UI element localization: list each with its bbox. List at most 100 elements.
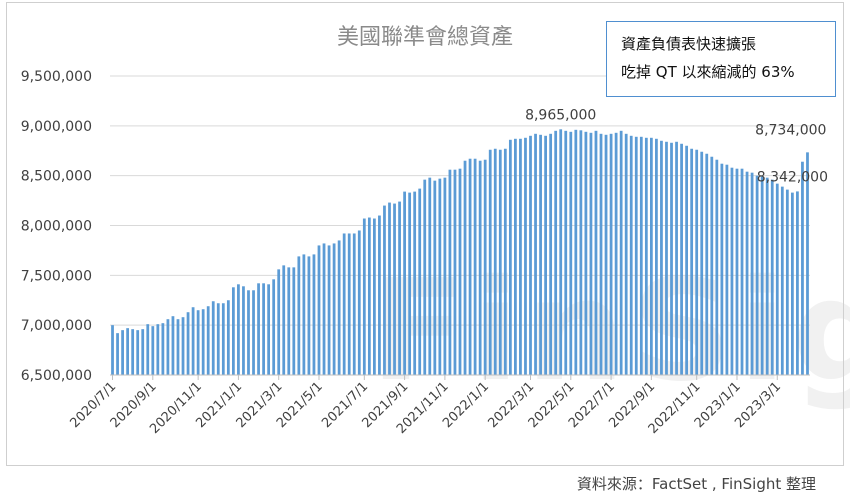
bar — [634, 136, 638, 375]
bar — [247, 290, 250, 375]
bar — [790, 192, 794, 375]
bar — [111, 325, 114, 375]
bar — [514, 138, 517, 375]
bar — [483, 159, 487, 375]
bar — [453, 169, 457, 375]
bar — [257, 283, 260, 375]
bar — [549, 133, 553, 375]
bar — [428, 177, 432, 375]
bar — [675, 141, 678, 375]
bar — [181, 317, 185, 375]
bar — [292, 267, 296, 375]
bar — [373, 218, 376, 375]
bar — [806, 152, 809, 375]
bar — [468, 158, 472, 375]
bar — [539, 134, 542, 375]
y-tick-label: 8,000,000 — [21, 219, 92, 235]
bar — [559, 129, 563, 375]
bar — [458, 168, 462, 375]
bar — [644, 137, 648, 375]
bar — [166, 319, 170, 375]
bar — [750, 172, 754, 375]
y-tick-label: 8,500,000 — [21, 169, 92, 185]
bar — [196, 310, 200, 375]
bar — [443, 177, 447, 375]
bar — [755, 175, 759, 375]
annotation-line-1: 資產負債表快速擴張 — [621, 35, 757, 53]
bar — [403, 191, 406, 375]
bar — [579, 130, 583, 375]
bar — [206, 306, 210, 375]
bar — [493, 148, 497, 375]
bar — [463, 160, 467, 375]
source-note: 資料來源：FactSet , FinSight 整理 — [576, 475, 816, 493]
bar — [796, 191, 799, 375]
bar — [141, 329, 145, 375]
bar — [367, 217, 371, 375]
bar — [488, 149, 492, 375]
bar — [186, 312, 190, 375]
bar — [357, 230, 361, 375]
bar — [780, 186, 784, 375]
bar — [715, 159, 719, 375]
bar — [614, 132, 618, 375]
bar — [398, 201, 401, 375]
bar — [362, 218, 366, 375]
bar — [262, 283, 265, 375]
bar — [342, 233, 346, 375]
y-tick-label: 9,500,000 — [21, 69, 92, 85]
bar — [352, 233, 356, 375]
bar — [670, 142, 673, 375]
bar — [584, 131, 588, 375]
bar — [690, 148, 694, 375]
bar — [544, 135, 547, 375]
bar — [116, 333, 119, 375]
bar — [226, 300, 230, 375]
bar — [785, 189, 789, 375]
bar — [655, 138, 658, 375]
bar — [317, 245, 321, 375]
bar — [388, 202, 391, 375]
bar — [760, 176, 764, 375]
bar — [589, 132, 593, 375]
bar — [408, 192, 412, 375]
annotation-line-2: 吃掉 QT 以來縮減的 63% — [621, 63, 795, 81]
bar — [720, 163, 724, 375]
bar — [765, 177, 769, 375]
y-tick-label: 9,000,000 — [21, 119, 92, 135]
bar — [801, 161, 804, 375]
bar — [529, 135, 532, 375]
bar — [423, 179, 427, 375]
bar — [287, 267, 291, 375]
bar — [508, 139, 512, 375]
bar — [307, 256, 311, 375]
bar — [730, 167, 734, 375]
bar — [680, 143, 683, 375]
bar — [599, 133, 603, 375]
bar — [146, 324, 150, 375]
bar — [735, 168, 739, 375]
bar — [171, 316, 175, 375]
bar — [473, 158, 477, 375]
bar — [277, 269, 281, 375]
bar — [176, 319, 180, 375]
y-tick-label: 7,500,000 — [21, 268, 92, 284]
bar — [524, 137, 527, 375]
bar — [619, 130, 623, 375]
bar — [267, 284, 271, 375]
bar — [211, 301, 215, 375]
bar — [725, 164, 729, 375]
bar — [191, 307, 195, 375]
bar — [332, 243, 336, 375]
bar — [660, 140, 663, 375]
bar — [604, 134, 608, 375]
data-label: 8,965,000 — [525, 107, 596, 123]
bar — [161, 323, 165, 375]
bar — [433, 180, 437, 375]
bar — [770, 179, 774, 375]
bar — [594, 130, 598, 375]
bar — [609, 133, 613, 375]
bar — [302, 254, 306, 375]
bar — [554, 130, 558, 375]
